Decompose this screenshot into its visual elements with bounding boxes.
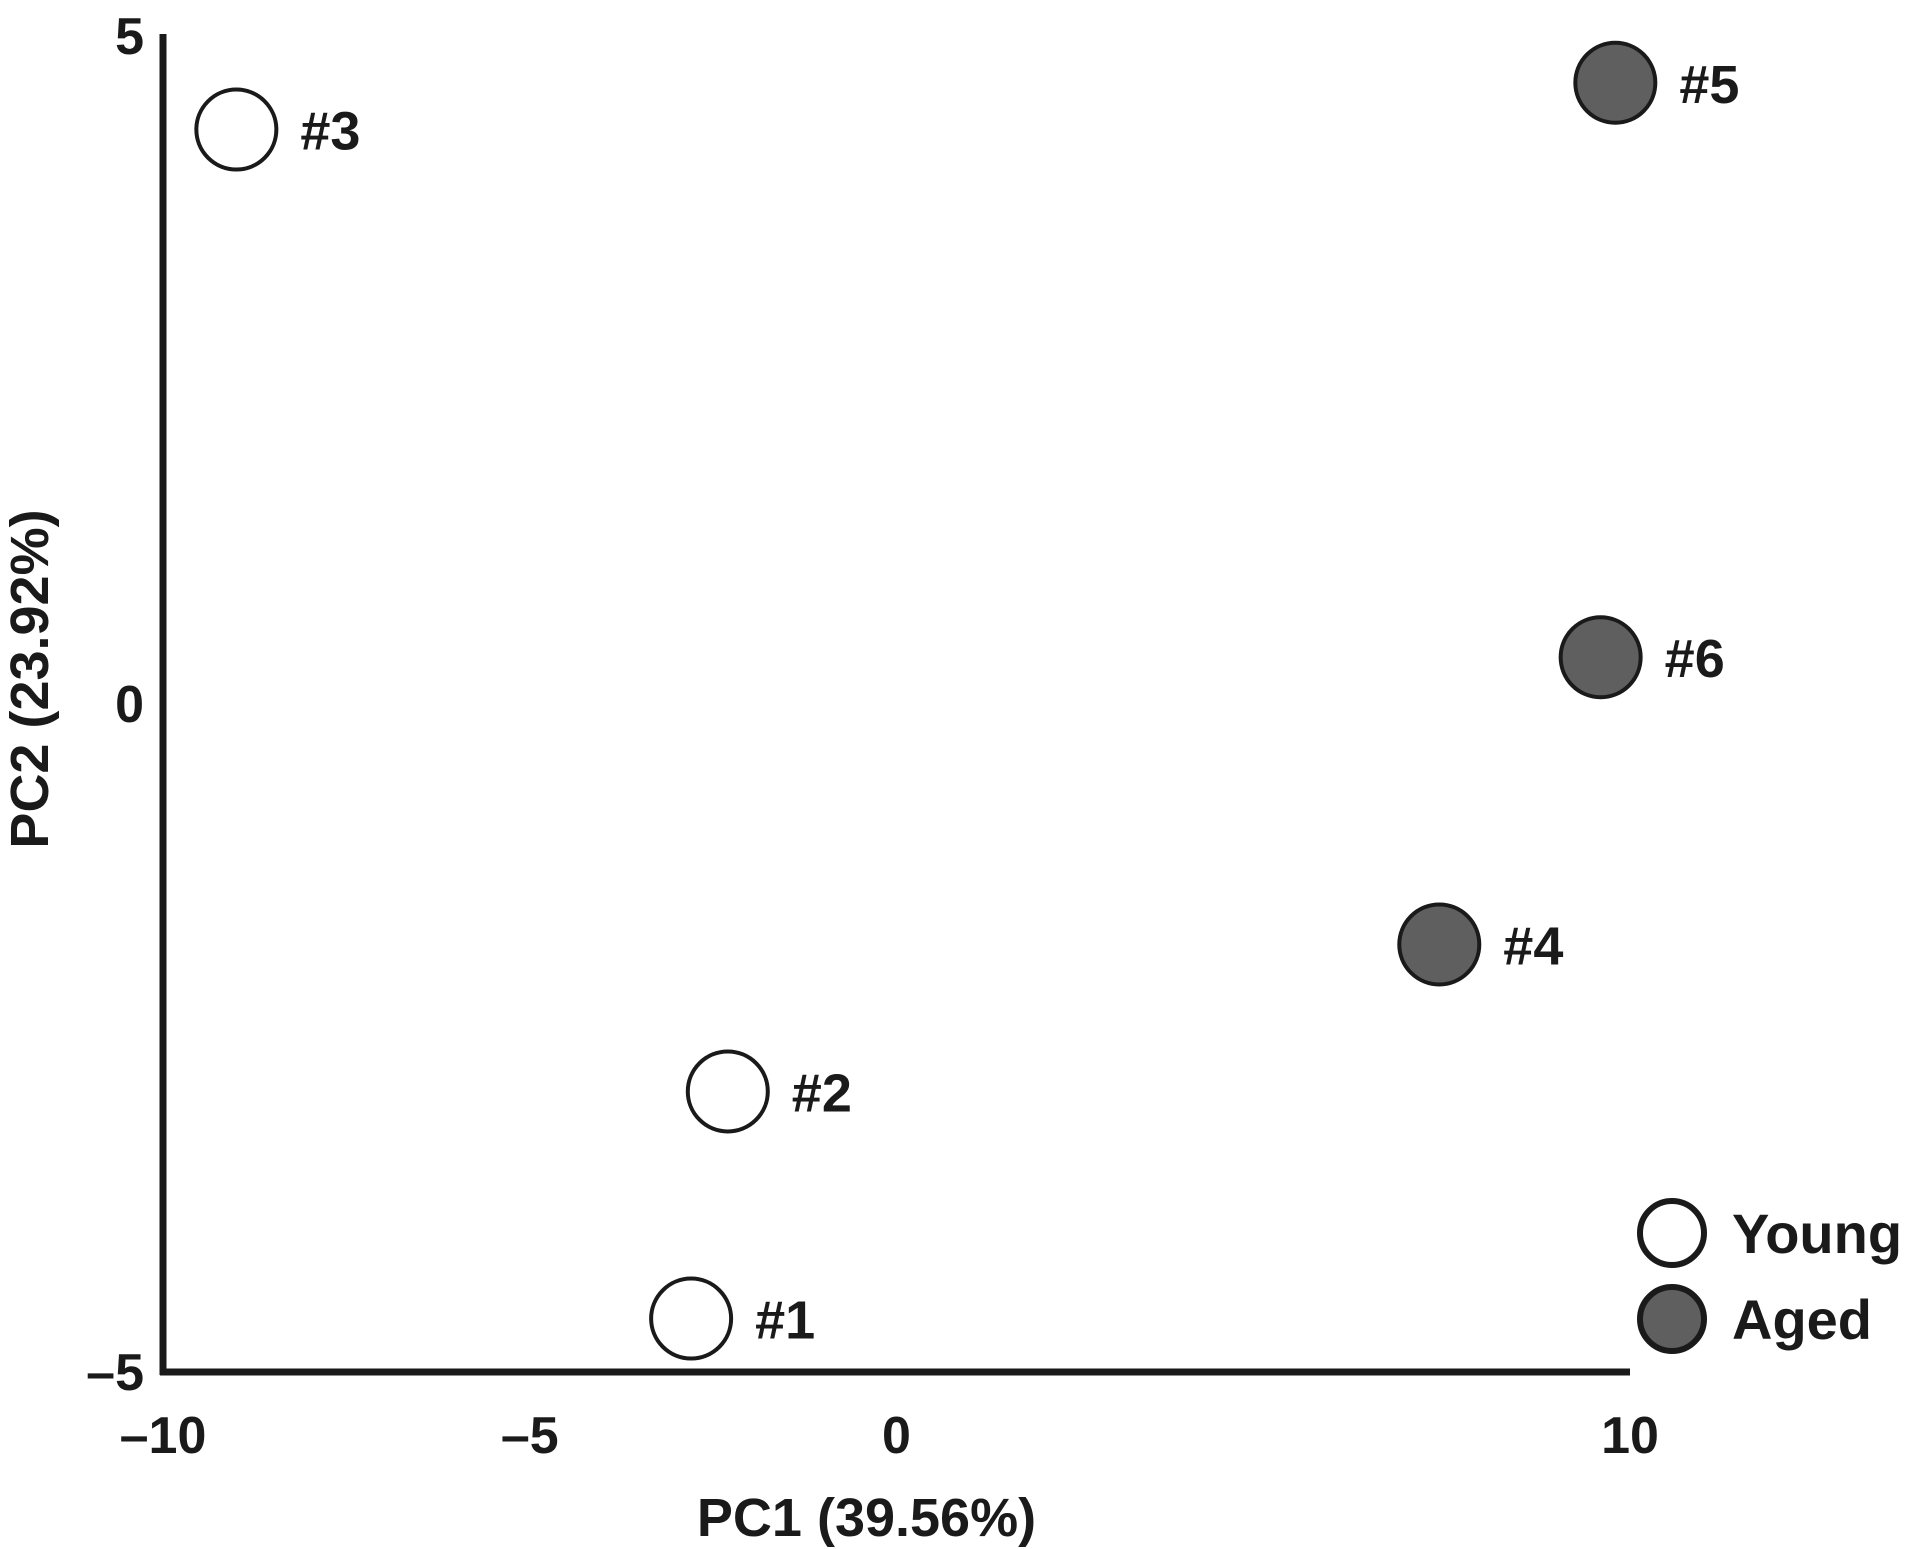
point-label: #4 bbox=[1503, 916, 1563, 976]
y-tick-label: 0 bbox=[115, 676, 144, 734]
point-label: #3 bbox=[300, 102, 360, 162]
aged-point-marker bbox=[1558, 615, 1643, 700]
young-point-marker bbox=[194, 87, 279, 172]
aged-point-marker bbox=[1397, 902, 1482, 987]
point-label: #5 bbox=[1679, 55, 1739, 115]
legend-young-marker bbox=[1637, 1198, 1707, 1268]
x-tick-labels: –10 –5 0 10 bbox=[120, 1407, 1659, 1465]
young-point-marker bbox=[649, 1276, 734, 1361]
legend: Young Aged bbox=[1637, 1198, 1902, 1354]
data-points: #1 #2 #3 #4 #5 #6 bbox=[194, 40, 1739, 1361]
point-label: #2 bbox=[792, 1063, 852, 1123]
legend-aged-marker bbox=[1637, 1284, 1707, 1354]
x-tick-label: –10 bbox=[120, 1407, 207, 1465]
x-tick-label: 0 bbox=[882, 1407, 911, 1465]
x-axis-label: PC1 (39.56%) bbox=[697, 1488, 1036, 1548]
y-tick-label: 5 bbox=[115, 8, 144, 66]
x-tick-label: –5 bbox=[501, 1407, 559, 1465]
young-point-marker bbox=[685, 1049, 770, 1134]
point-label: #6 bbox=[1665, 629, 1725, 689]
legend-young-label: Young bbox=[1732, 1202, 1902, 1265]
x-tick-label: 10 bbox=[1601, 1407, 1659, 1465]
y-tick-labels: 5 0 –5 bbox=[86, 8, 144, 1402]
aged-point-marker bbox=[1573, 40, 1658, 125]
y-axis-label: PC2 (23.92%) bbox=[0, 509, 60, 848]
point-label: #1 bbox=[755, 1291, 815, 1351]
axes bbox=[159, 34, 1630, 1376]
legend-aged-label: Aged bbox=[1732, 1288, 1872, 1351]
y-tick-label: –5 bbox=[86, 1344, 144, 1402]
